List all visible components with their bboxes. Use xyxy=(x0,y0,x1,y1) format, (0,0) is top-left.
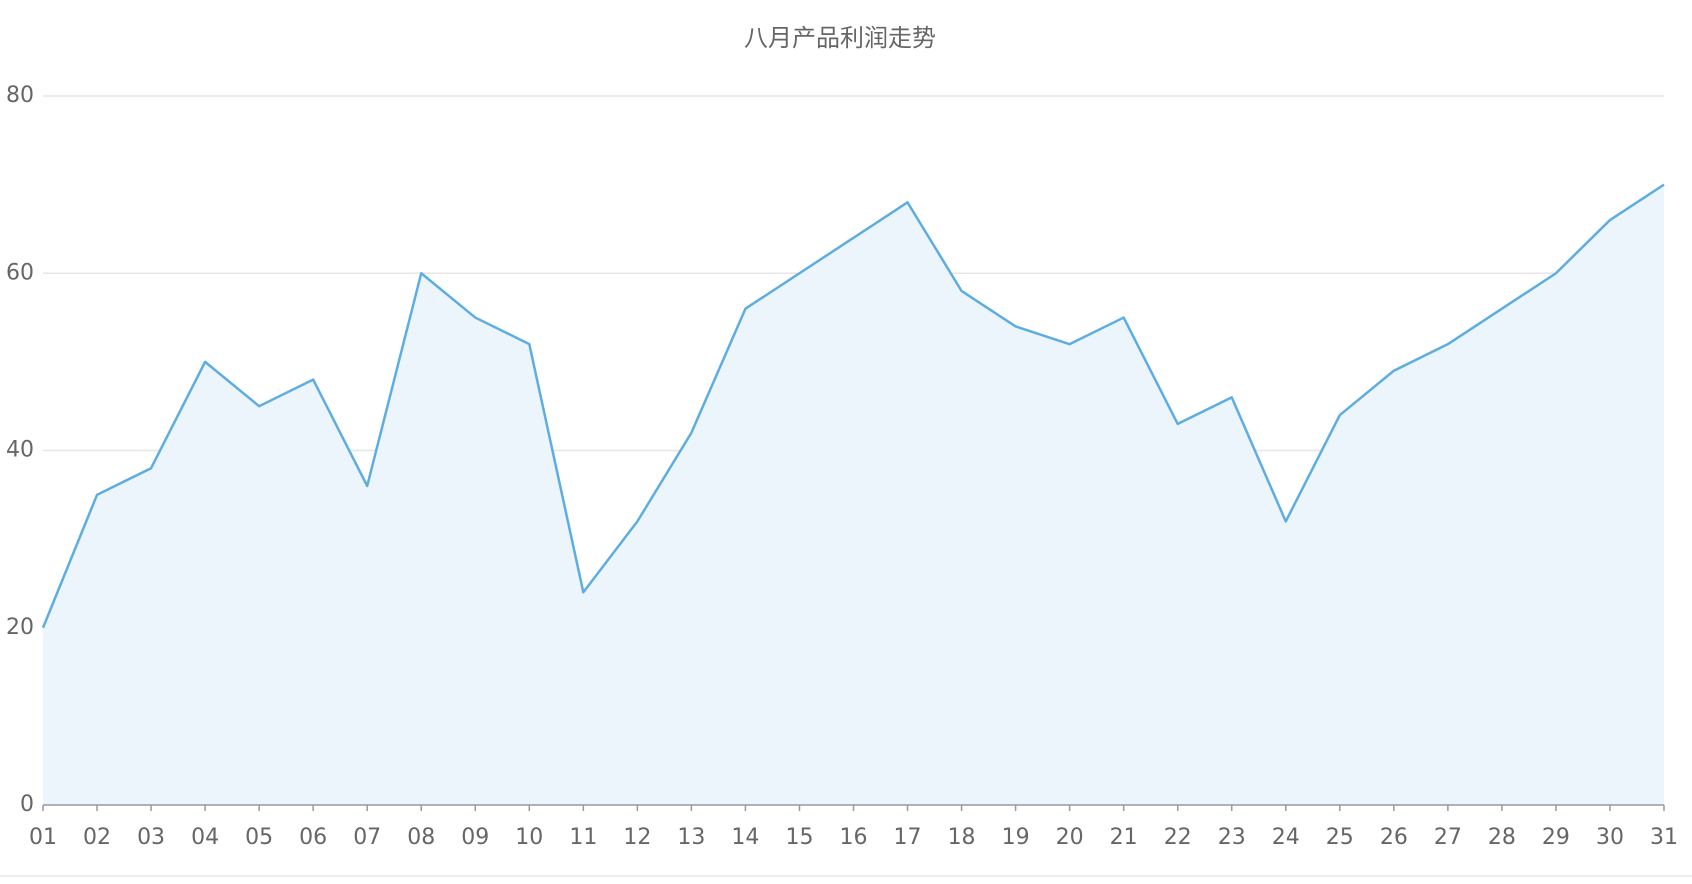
x-tick-label: 26 xyxy=(1380,825,1408,850)
x-tick-label: 17 xyxy=(894,825,922,850)
x-tick-label: 21 xyxy=(1110,825,1138,850)
chart-title: 八月产品利润走势 xyxy=(744,24,936,52)
y-tick-label: 80 xyxy=(6,83,34,108)
x-tick-label: 28 xyxy=(1488,825,1516,850)
x-tick-label: 29 xyxy=(1542,825,1570,850)
x-tick-label: 02 xyxy=(83,825,111,850)
y-tick-label: 20 xyxy=(6,615,34,640)
x-tick-label: 08 xyxy=(407,825,435,850)
x-tick-label: 11 xyxy=(569,825,597,850)
x-tick-label: 04 xyxy=(191,825,219,850)
x-tick-label: 05 xyxy=(245,825,273,850)
x-tick-label: 09 xyxy=(461,825,489,850)
x-tick-label: 03 xyxy=(137,825,165,850)
x-tick-label: 30 xyxy=(1596,825,1624,850)
y-tick-label: 40 xyxy=(6,438,34,463)
y-tick-label: 0 xyxy=(20,792,34,817)
x-tick-label: 01 xyxy=(29,825,57,850)
x-tick-label: 07 xyxy=(353,825,381,850)
x-tick-label: 22 xyxy=(1164,825,1192,850)
x-tick-label: 14 xyxy=(731,825,759,850)
x-tick-label: 18 xyxy=(948,825,976,850)
area-fill xyxy=(43,184,1664,805)
x-tick-label: 06 xyxy=(299,825,327,850)
x-tick-label: 31 xyxy=(1650,825,1678,850)
x-tick-label: 24 xyxy=(1272,825,1300,850)
x-tick-label: 15 xyxy=(785,825,813,850)
x-tick-label: 25 xyxy=(1326,825,1354,850)
x-tick-label: 12 xyxy=(623,825,651,850)
line xyxy=(41,183,1665,629)
x-tick-label: 10 xyxy=(515,825,543,850)
x-tick-label: 23 xyxy=(1218,825,1246,850)
x-tick-label: 19 xyxy=(1002,825,1030,850)
x-tick-label: 20 xyxy=(1056,825,1084,850)
x-tick-label: 16 xyxy=(840,825,868,850)
x-tick-label: 13 xyxy=(677,825,705,850)
y-tick-label: 60 xyxy=(6,260,34,285)
x-tick-label: 27 xyxy=(1434,825,1462,850)
